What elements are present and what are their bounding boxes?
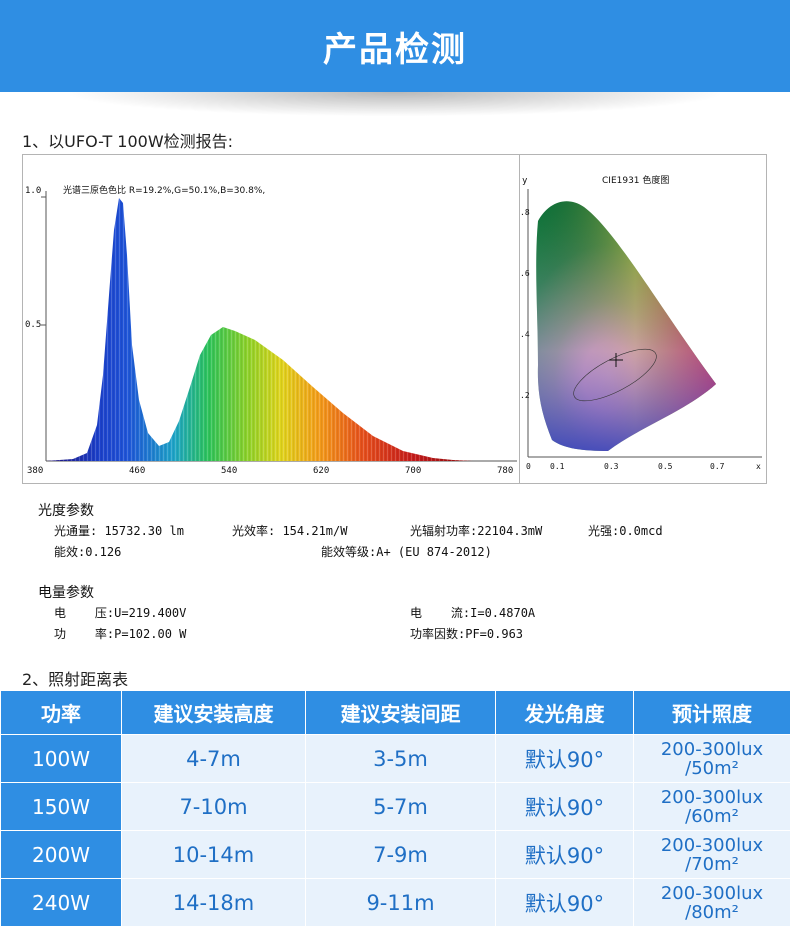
spectrum-header: 光谱三原色色比 R=19.2%,G=50.1%,B=30.8%, [63, 184, 265, 196]
cell-height: 7-10m [121, 782, 306, 831]
efficiency-grade: 能效等级:A+ (EU 874-2012) [321, 545, 492, 559]
current: 电 流:I=0.4870A [410, 606, 536, 620]
spectrum-xtick-460: 460 [129, 466, 145, 476]
cie-planckian-ellipse [573, 348, 657, 402]
spectrum-chart: 1.0 0.5 光谱三原色色比 R=19.2%,G=50.1%,B=30.8%,… [25, 184, 517, 476]
cie-ytick-08: .8 [520, 208, 530, 217]
cell-spacing: 7-9m [305, 830, 496, 879]
voltage: 电 压:U=219.400V [54, 606, 187, 620]
lux-area: /50m² [685, 757, 739, 779]
header-power: 功率 [0, 690, 122, 735]
cell-power: 100W [0, 734, 122, 783]
spectrum-xtick-700: 700 [405, 466, 421, 476]
page-title: 产品检测 [323, 30, 467, 70]
energy-efficiency: 能效:0.126 [54, 545, 122, 559]
cie-ytick-06: .6 [520, 269, 530, 278]
spectrum-ytick-1: 1.0 [25, 186, 41, 196]
cie-title: CIE1931 色度图 [602, 174, 669, 186]
luminous-intensity: 光强:0.0mcd [588, 524, 663, 538]
distance-table: 功率 建议安装高度 建议安装间距 发光角度 预计照度 100W 4-7m 3-5… [0, 690, 790, 927]
lux-range: 200-300lux [660, 882, 764, 904]
table-row: 200W 10-14m 7-9m 默认90° 200-300lux/70m² [0, 830, 790, 879]
cell-angle: 默认90° [495, 830, 634, 879]
luminous-flux: 光通量: 15732.30 lm [54, 524, 184, 538]
cell-spacing: 3-5m [305, 734, 496, 783]
cie-xtick-03: 0.3 [604, 462, 619, 471]
cie-ytick-02: .2 [520, 391, 530, 400]
lux-area: /70m² [685, 853, 739, 875]
cell-illuminance: 200-300lux/80m² [633, 878, 790, 927]
cell-power: 240W [0, 878, 122, 927]
cie-locus-cool [536, 201, 716, 451]
lux-range: 200-300lux [660, 834, 764, 856]
lux-area: /60m² [685, 805, 739, 827]
header-spacing: 建议安装间距 [305, 690, 496, 735]
cell-angle: 默认90° [495, 734, 634, 783]
cell-height: 10-14m [121, 830, 306, 879]
power: 功 率:P=102.00 W [54, 627, 187, 641]
cell-spacing: 5-7m [305, 782, 496, 831]
report-frame [22, 154, 767, 484]
lux-range: 200-300lux [660, 786, 764, 808]
header-angle: 发光角度 [495, 690, 634, 735]
cie-x-label: x [756, 462, 761, 471]
cell-angle: 默认90° [495, 878, 634, 927]
spectrum-xtick-380: 380 [27, 466, 43, 476]
table-header-row: 功率 建议安装高度 建议安装间距 发光角度 预计照度 [0, 690, 790, 735]
cell-height: 14-18m [121, 878, 306, 927]
power-factor: 功率因数:PF=0.963 [410, 627, 524, 641]
banner-shadow [70, 92, 720, 116]
table-row: 240W 14-18m 9-11m 默认90° 200-300lux/80m² [0, 878, 790, 927]
spectrum-xtick-620: 620 [313, 466, 329, 476]
cell-illuminance: 200-300lux/50m² [633, 734, 790, 783]
cie-ytick-04: .4 [520, 330, 530, 339]
header-illuminance: 预计照度 [633, 690, 790, 735]
title-banner: 产品检测 [0, 0, 790, 92]
section-title-report: 1、以UFO-T 100W检测报告: [22, 132, 234, 151]
cell-illuminance: 200-300lux/60m² [633, 782, 790, 831]
table-row: 150W 7-10m 5-7m 默认90° 200-300lux/60m² [0, 782, 790, 831]
cie-xtick-07: 0.7 [710, 462, 725, 471]
cie-xtick-05: 0.5 [658, 462, 673, 471]
cell-illuminance: 200-300lux/70m² [633, 830, 790, 879]
header-height: 建议安装高度 [121, 690, 306, 735]
cie-diagram: y CIE1931 色度图 .8 .6 .4 .2 0 0.1 0.3 0.5 … [520, 174, 762, 471]
cie-xtick-01: 0.1 [550, 462, 565, 471]
cie-xtick-0: 0 [526, 462, 531, 471]
spectrum-xtick-540: 540 [221, 466, 237, 476]
cell-angle: 默认90° [495, 782, 634, 831]
cell-power: 200W [0, 830, 122, 879]
spectrum-xtick-780: 780 [497, 466, 513, 476]
lux-range: 200-300lux [660, 738, 764, 760]
radiant-power: 光辐射功率:22104.3mW [410, 524, 543, 538]
cell-spacing: 9-11m [305, 878, 496, 927]
parameters-block: 光度参数 光通量: 15732.30 lm 光效率: 154.21m/W 光辐射… [38, 500, 758, 650]
photometric-heading: 光度参数 [38, 503, 94, 519]
electrical-heading: 电量参数 [38, 585, 94, 601]
luminous-efficacy: 光效率: 154.21m/W [232, 524, 348, 538]
cie-y-label: y [522, 176, 528, 186]
report-divider [519, 154, 520, 484]
lux-area: /80m² [685, 901, 739, 923]
section-title-distance: 2、照射距离表 [22, 670, 129, 689]
cell-height: 4-7m [121, 734, 306, 783]
spectrum-ytick-05: 0.5 [25, 320, 41, 330]
spectrum-curve-texture [46, 198, 473, 461]
table-row: 100W 4-7m 3-5m 默认90° 200-300lux/50m² [0, 734, 790, 783]
cell-power: 150W [0, 782, 122, 831]
